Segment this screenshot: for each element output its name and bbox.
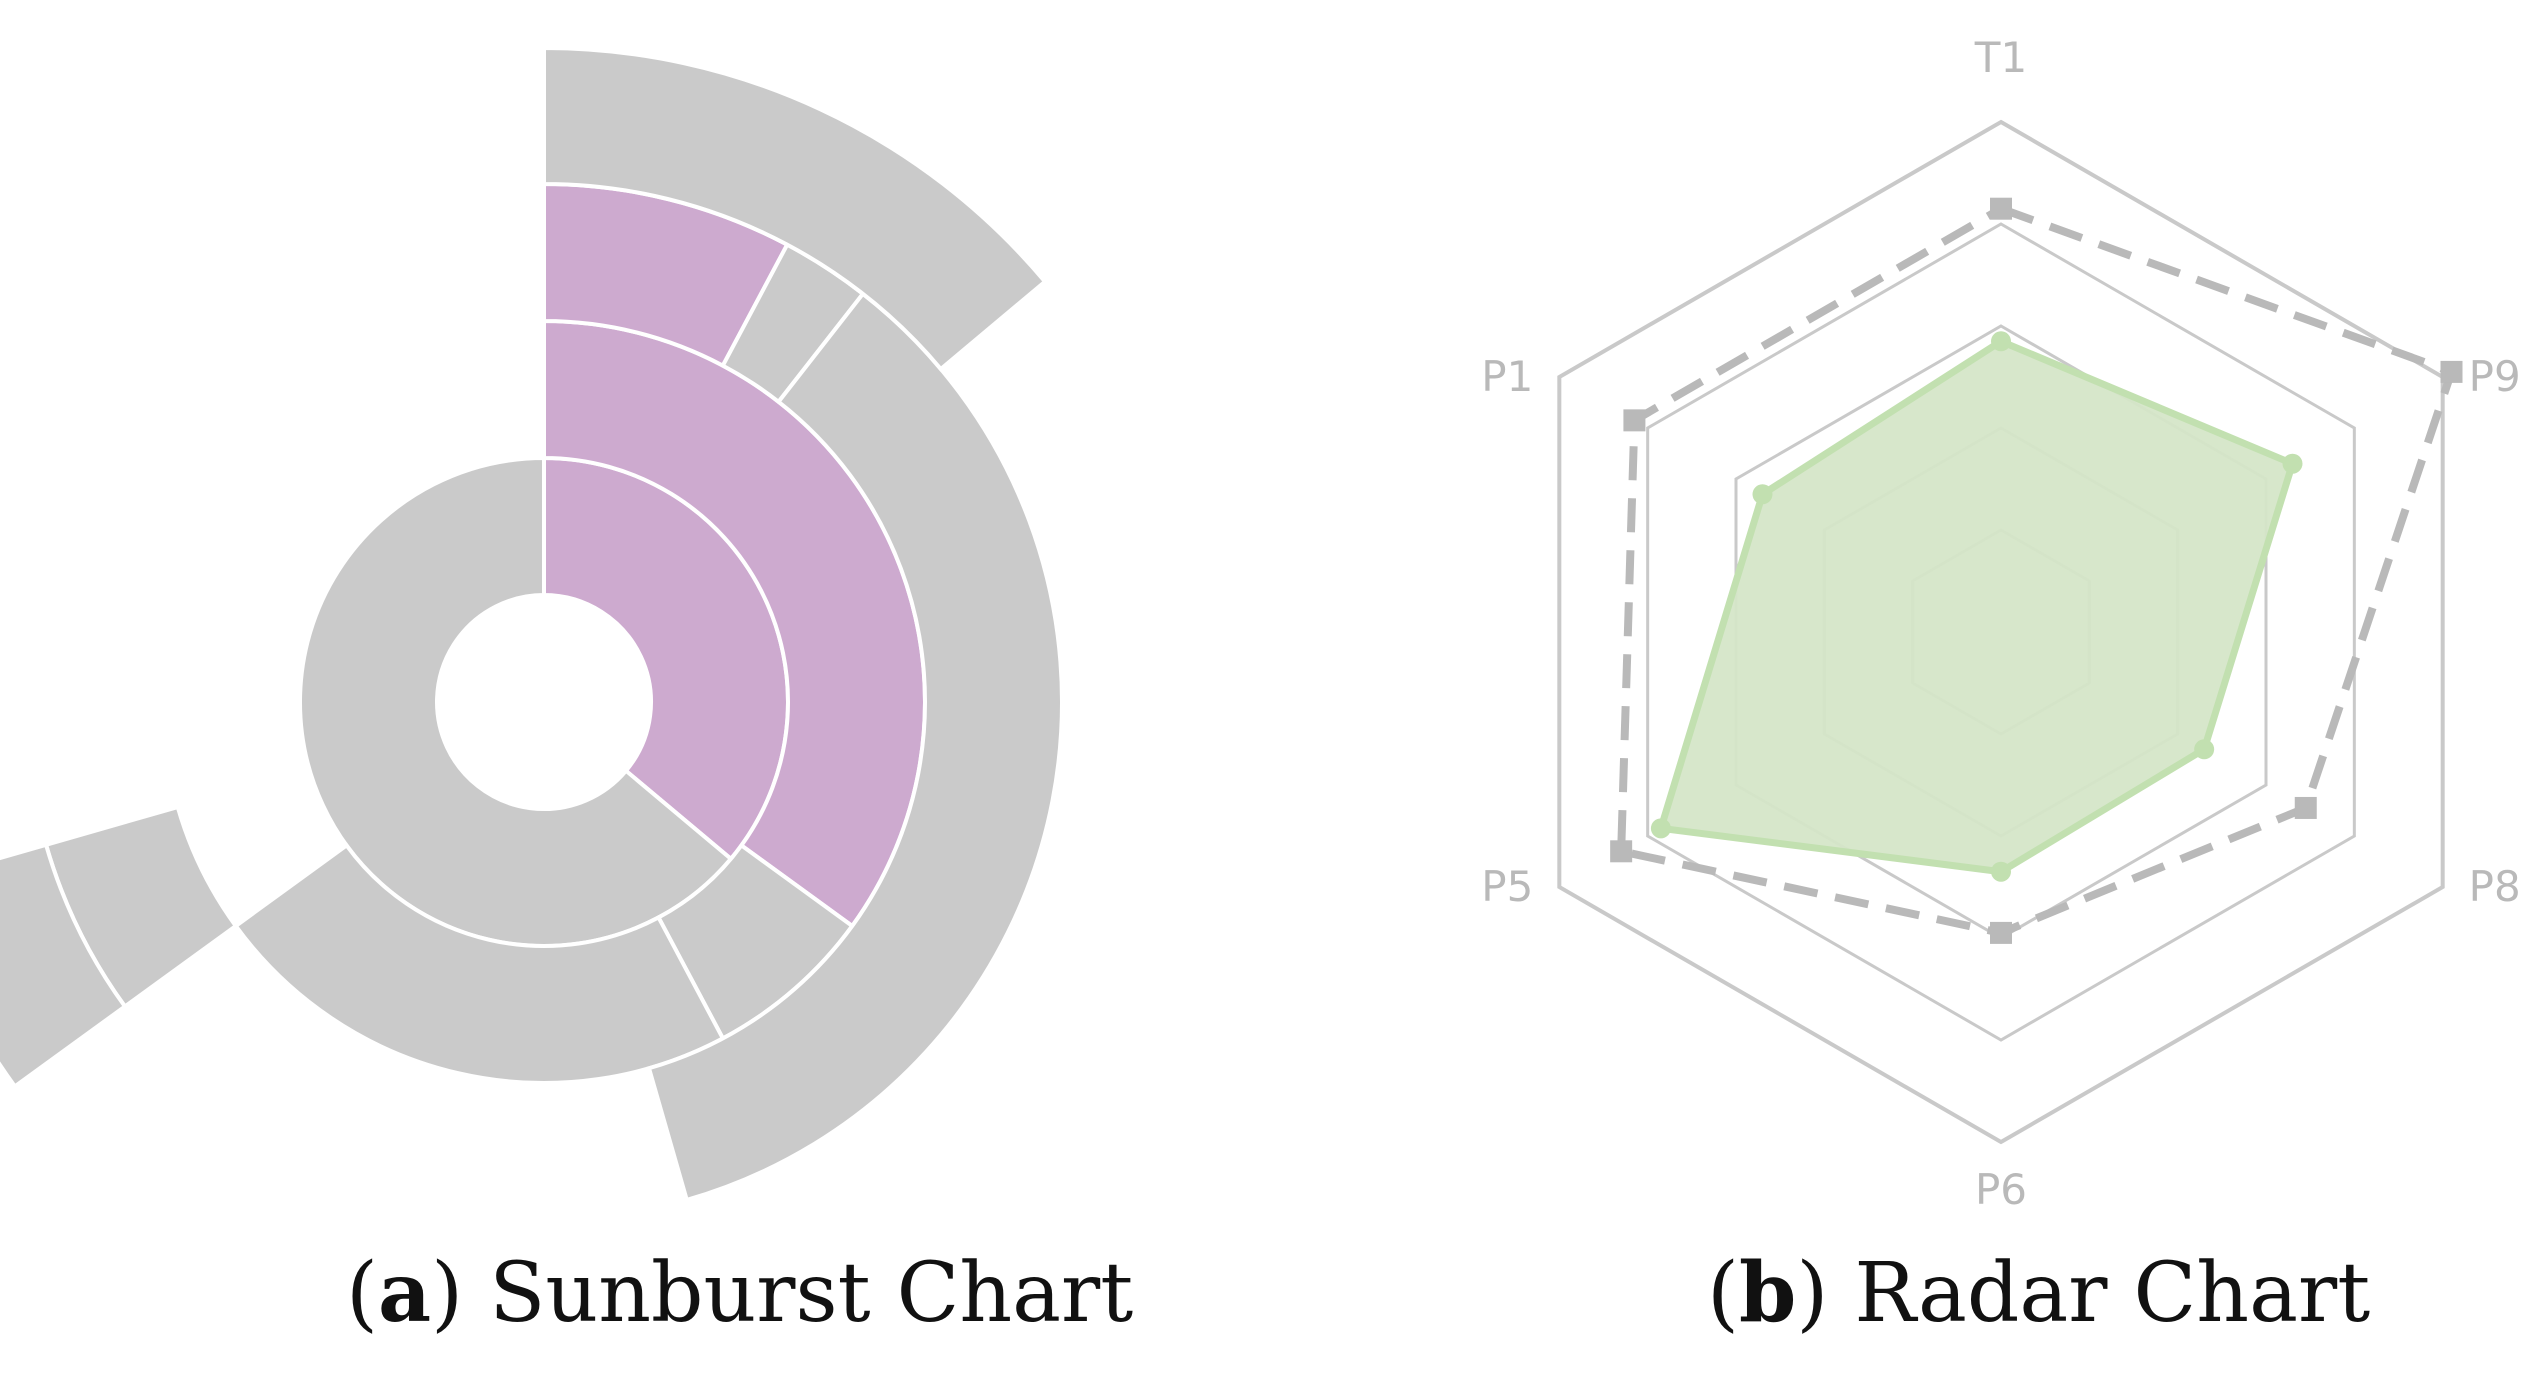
radar-series-1-point-P5 [1650,818,1671,839]
radar-series-2-point-T1 [1990,197,2012,220]
caption-radar-letter: b [1739,1245,1797,1341]
sunburst-segment-ring4-2 [0,842,128,1090]
radar-series-2-point-P1 [1623,409,1646,432]
radar-axis-label-T1: T1 [1974,33,2027,82]
sunburst-segment-ring2-3 [232,842,726,1085]
radar-axis-label-P5: P5 [1481,862,1533,911]
caption-radar-text: Radar Chart [1828,1246,2371,1341]
radar-axis-label-P6: P6 [1975,1165,2027,1214]
radar-axis-label-P8: P8 [2469,862,2521,911]
radar-series-1-point-P6 [1991,861,2011,882]
radar-series-2-point-P6 [1990,921,2012,944]
radar-series-1-point-P1 [1752,484,1773,505]
radar-series-1-point-P9 [2282,453,2303,474]
caption-radar: (b) Radar Chart [1707,1245,2371,1341]
radar-series-1-filled [1656,337,2297,876]
radar-series-1-point-P8 [2194,739,2215,760]
radar-series-2-point-P5 [1610,840,1633,863]
sunburst-segment-ring3-3 [646,291,1064,1203]
sunburst-chart [0,45,1064,1203]
caption-sunburst: (a) Sunburst Chart [346,1245,1134,1341]
radar-series-2-point-P8 [2294,796,2317,819]
sunburst-segment-ring4-1 [542,45,1048,372]
radar-axis-label-P1: P1 [1481,352,1533,401]
radar-chart: T1 P9 P8 P6 P5 P1 [1481,33,2521,1214]
sunburst-chart-panel [0,45,1064,1203]
radar-series-1-point-T1 [1991,331,2011,352]
radar-axis-label-P9: P9 [2469,352,2521,401]
radar-chart-panel: T1 P9 P8 P6 P5 P1 [1262,0,2524,1386]
caption-sunburst-letter: a [378,1245,432,1341]
caption-sunburst-text: Sunburst Chart [463,1246,1134,1341]
radar-series-2-point-P9 [2440,360,2463,383]
radar-grid-ring-4 [1646,222,2356,1042]
